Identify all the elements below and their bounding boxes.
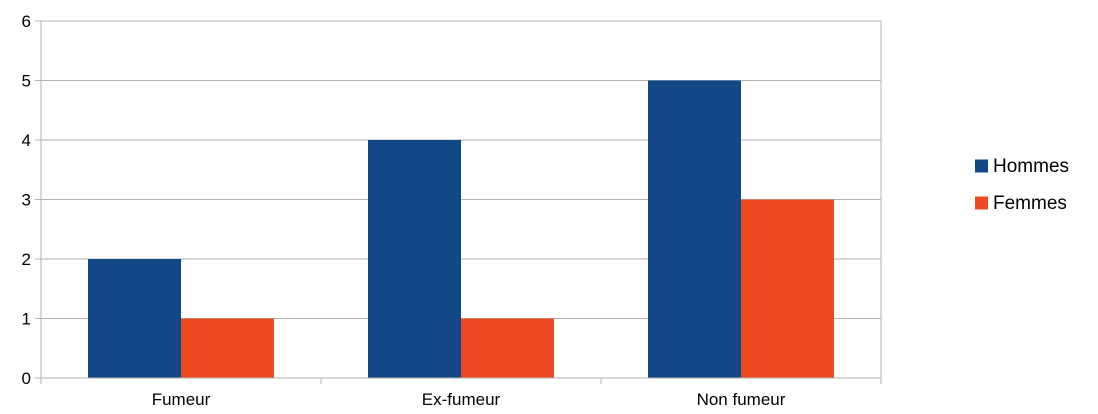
axes: 0 1 2 3 4 5 6 Fumeur Ex-fumeur Non fumeur bbox=[22, 12, 882, 409]
bars bbox=[88, 80, 834, 378]
y-tick-label: 2 bbox=[22, 250, 31, 269]
y-tick-label: 1 bbox=[22, 310, 31, 329]
bar-hommes-0 bbox=[88, 259, 181, 378]
y-tick-label: 6 bbox=[22, 12, 31, 31]
bar-hommes-1 bbox=[368, 140, 461, 378]
legend: Hommes Femmes bbox=[975, 156, 1069, 214]
x-tick-label: Ex-fumeur bbox=[422, 390, 501, 409]
y-tick-label: 3 bbox=[22, 191, 31, 210]
legend-swatch-femmes bbox=[975, 196, 988, 210]
bar-femmes-0 bbox=[181, 318, 274, 378]
y-tick-label: 0 bbox=[22, 369, 31, 388]
bar-femmes-2 bbox=[741, 199, 834, 378]
legend-label-femmes: Femmes bbox=[993, 193, 1067, 214]
legend-swatch-hommes bbox=[975, 159, 988, 173]
bar-femmes-1 bbox=[461, 318, 554, 378]
y-tick-label: 4 bbox=[22, 131, 31, 150]
x-tick-label: Fumeur bbox=[152, 390, 211, 409]
bar-hommes-2 bbox=[648, 80, 741, 378]
y-tick-label: 5 bbox=[22, 72, 31, 91]
legend-label-hommes: Hommes bbox=[993, 156, 1069, 177]
x-tick-label: Non fumeur bbox=[697, 390, 786, 409]
